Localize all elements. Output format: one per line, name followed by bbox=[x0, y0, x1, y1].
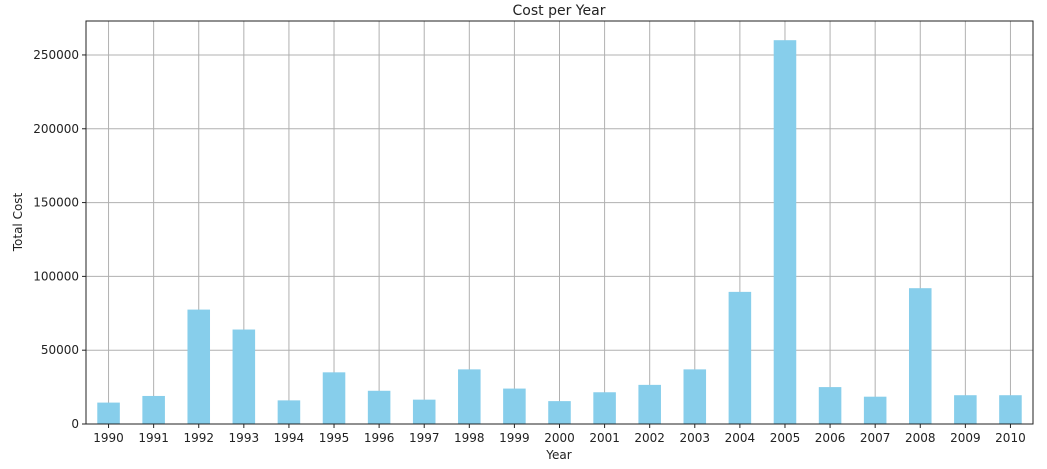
bars bbox=[97, 40, 1022, 424]
x-tick-label: 2005 bbox=[770, 431, 801, 445]
bar-2003 bbox=[683, 369, 707, 424]
y-tick-label: 250000 bbox=[33, 48, 79, 62]
x-tick-label: 2007 bbox=[860, 431, 891, 445]
bar-1998 bbox=[458, 369, 481, 424]
x-tick-label: 1991 bbox=[138, 431, 169, 445]
bar-1994 bbox=[277, 400, 301, 424]
y-tick-label: 100000 bbox=[33, 269, 79, 283]
y-tick-label: 150000 bbox=[33, 196, 79, 210]
bar-1990 bbox=[97, 402, 120, 424]
bar-2000 bbox=[548, 401, 571, 424]
bar-1991 bbox=[142, 395, 165, 424]
bar-2006 bbox=[818, 387, 842, 424]
bar-1996 bbox=[367, 390, 391, 424]
bar-2010 bbox=[999, 395, 1022, 424]
chart-title: Cost per Year bbox=[513, 3, 606, 19]
x-tick-label: 2004 bbox=[725, 431, 756, 445]
bar-2004 bbox=[728, 291, 752, 424]
x-tick-label: 1995 bbox=[319, 431, 350, 445]
x-tick-label: 1994 bbox=[274, 431, 305, 445]
x-tick-label: 1998 bbox=[454, 431, 485, 445]
y-tick-label: 200000 bbox=[33, 122, 79, 136]
x-tick-label: 1993 bbox=[229, 431, 260, 445]
x-tick-label: 2008 bbox=[905, 431, 936, 445]
bar-1992 bbox=[187, 309, 211, 424]
grid-lines bbox=[86, 21, 1033, 425]
bar-1999 bbox=[503, 388, 526, 424]
x-tick-label: 2003 bbox=[680, 431, 711, 445]
x-tick-label: 1999 bbox=[499, 431, 530, 445]
x-tick-label: 2006 bbox=[815, 431, 846, 445]
x-axis-label: Year bbox=[545, 448, 571, 462]
bar-1995 bbox=[322, 372, 346, 424]
y-tick-label: 0 bbox=[71, 417, 79, 431]
bar-2002 bbox=[638, 384, 661, 424]
bar-2007 bbox=[863, 396, 887, 424]
x-tick-label: 2001 bbox=[589, 431, 620, 445]
bar-1993 bbox=[232, 329, 256, 424]
x-tick-label: 1996 bbox=[364, 431, 395, 445]
y-tick-label: 50000 bbox=[41, 343, 79, 357]
y-axis-label: Total Cost bbox=[11, 192, 25, 252]
y-axis: 0 50000 100000 150000 200000 250000 bbox=[33, 48, 86, 431]
bar-1997 bbox=[412, 399, 436, 424]
bar-2008 bbox=[908, 288, 932, 424]
x-tick-label: 1990 bbox=[93, 431, 124, 445]
x-tick-label: 2010 bbox=[995, 431, 1026, 445]
bar-2005 bbox=[773, 40, 797, 424]
x-axis: 1990 1991 1992 1993 1994 1995 1996 1997 1998 1999… bbox=[93, 424, 1026, 445]
x-tick-label: 2002 bbox=[634, 431, 665, 445]
x-tick-label: 1992 bbox=[183, 431, 214, 445]
bar-2009 bbox=[954, 395, 977, 424]
x-tick-label: 1997 bbox=[409, 431, 440, 445]
x-tick-label: 2000 bbox=[544, 431, 575, 445]
x-tick-label: 2009 bbox=[950, 431, 981, 445]
bar-2001 bbox=[593, 392, 616, 424]
